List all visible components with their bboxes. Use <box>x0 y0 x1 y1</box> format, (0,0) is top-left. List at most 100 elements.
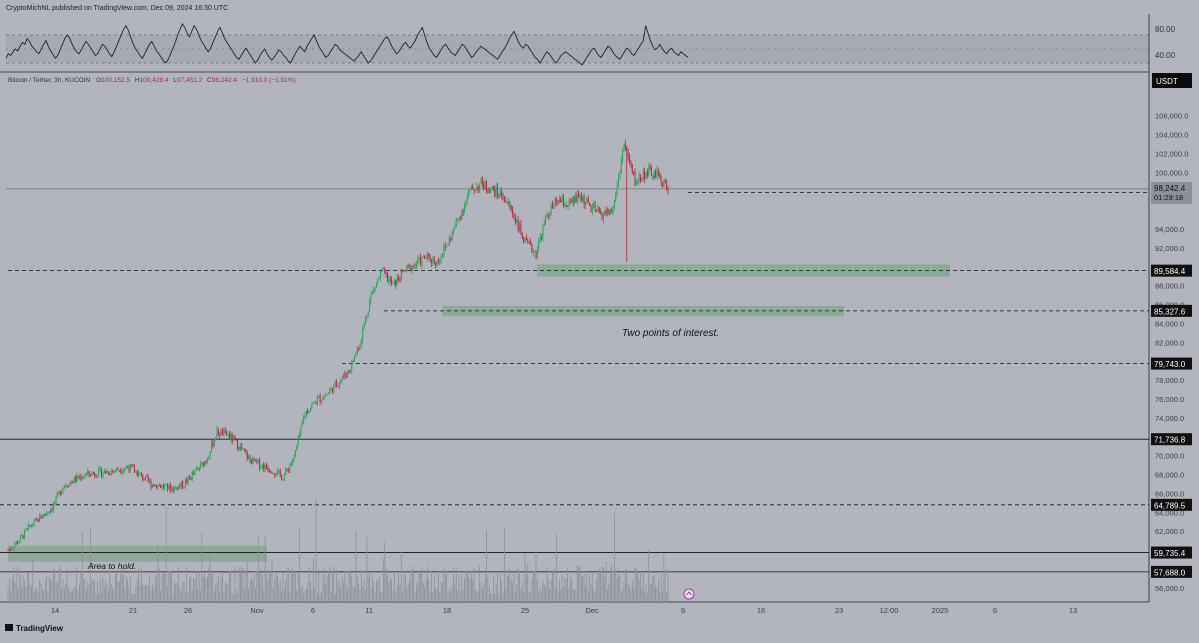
candle-body <box>605 210 607 215</box>
ohlc-open-label: O <box>96 77 101 84</box>
candle-body <box>446 245 448 247</box>
oscillator-tick-label: 80.00 <box>1155 25 1176 34</box>
price-tick-label: 102,000.0 <box>1155 149 1188 158</box>
candle-body <box>385 272 387 274</box>
candle-body <box>563 197 564 206</box>
candle-body <box>406 265 408 272</box>
candle-body <box>150 480 152 488</box>
candle-body <box>556 198 558 202</box>
candle-body <box>235 439 237 441</box>
time-tick-label: 16 <box>757 606 765 615</box>
candle-body <box>567 205 569 207</box>
candle-body <box>167 483 168 490</box>
candle-body <box>228 433 230 439</box>
candle-body <box>506 201 508 203</box>
candle-body <box>234 437 236 440</box>
price-tick-label: 66,000.0 <box>1155 489 1184 498</box>
candle-body <box>327 393 329 395</box>
candle-body <box>596 210 597 211</box>
candle-body <box>510 207 512 209</box>
candle-body <box>160 485 162 488</box>
footer: TradingView <box>0 620 1199 638</box>
event-marker-icon[interactable] <box>683 588 695 600</box>
candle-body <box>246 452 248 459</box>
candle-body <box>215 437 217 441</box>
candle-body <box>534 250 536 252</box>
candle-body <box>499 191 501 197</box>
candle-body <box>420 257 421 265</box>
candle-body <box>168 484 170 490</box>
candle-body <box>142 474 144 480</box>
candle-body <box>477 186 479 190</box>
candle-body <box>437 260 439 262</box>
candle-body <box>307 410 309 413</box>
candle-body <box>473 189 475 191</box>
candle-body <box>211 442 212 453</box>
candle-body <box>483 185 485 190</box>
candle-body <box>293 455 295 461</box>
candle-body <box>417 258 419 265</box>
candle-body <box>343 373 344 379</box>
candle-body <box>282 479 284 481</box>
price-level-badge <box>1151 304 1192 317</box>
price-level-label: 89,584.4 <box>1154 267 1186 276</box>
candle-body <box>512 208 514 214</box>
candle-body <box>344 373 346 376</box>
candle-body <box>388 279 390 282</box>
candle-body <box>554 198 556 204</box>
candle-body <box>68 486 69 487</box>
candle-body <box>315 401 317 404</box>
ohlc-low: 97,451.2 <box>177 77 203 84</box>
time-tick-label: 25 <box>521 606 529 615</box>
candle-body <box>25 529 27 531</box>
candle-body <box>470 185 472 189</box>
candle-body <box>256 459 258 462</box>
candle-body <box>285 469 287 475</box>
candle-body <box>257 460 259 462</box>
candle-body <box>318 396 320 398</box>
unit-badge[interactable] <box>1152 73 1192 88</box>
candle-body <box>286 469 288 470</box>
candle-body <box>103 470 105 474</box>
candle-body <box>15 541 17 545</box>
candle-body <box>26 528 28 530</box>
candle-body <box>131 464 133 467</box>
candle-body <box>110 470 112 475</box>
candle-body <box>98 469 100 477</box>
candle-body <box>54 502 56 504</box>
candle-body <box>402 270 404 272</box>
candle-body <box>519 224 520 231</box>
candle-body <box>432 258 434 263</box>
candle-body <box>8 548 10 551</box>
candle-body <box>312 402 314 405</box>
candle-body <box>484 181 486 190</box>
candle-body <box>332 388 333 393</box>
candle-body <box>491 186 493 190</box>
candle-body <box>640 174 641 181</box>
candle-body <box>249 456 251 461</box>
candles-layer <box>7 139 669 553</box>
candle-body <box>204 461 206 467</box>
candle-body <box>428 253 430 256</box>
candle-body <box>539 237 541 241</box>
candle-body <box>363 324 365 329</box>
price-tick-label: 76,000.0 <box>1155 395 1184 404</box>
price-level-badge <box>1151 546 1192 559</box>
candle-body <box>444 246 446 248</box>
candle-body <box>268 470 270 472</box>
price-level-badge <box>1151 433 1192 446</box>
candle-body <box>107 471 109 475</box>
candle-body <box>340 380 342 383</box>
candle-body <box>569 201 571 203</box>
candle-body <box>226 430 228 435</box>
candle-body <box>435 262 437 266</box>
candle-body <box>213 440 215 447</box>
candle-body <box>436 260 438 266</box>
candle-body <box>151 484 153 488</box>
candle-body <box>521 232 523 239</box>
price-tick-label: 92,000.0 <box>1155 244 1184 253</box>
candle-body <box>609 209 611 215</box>
candle-body <box>52 503 54 511</box>
candle-body <box>59 491 61 495</box>
